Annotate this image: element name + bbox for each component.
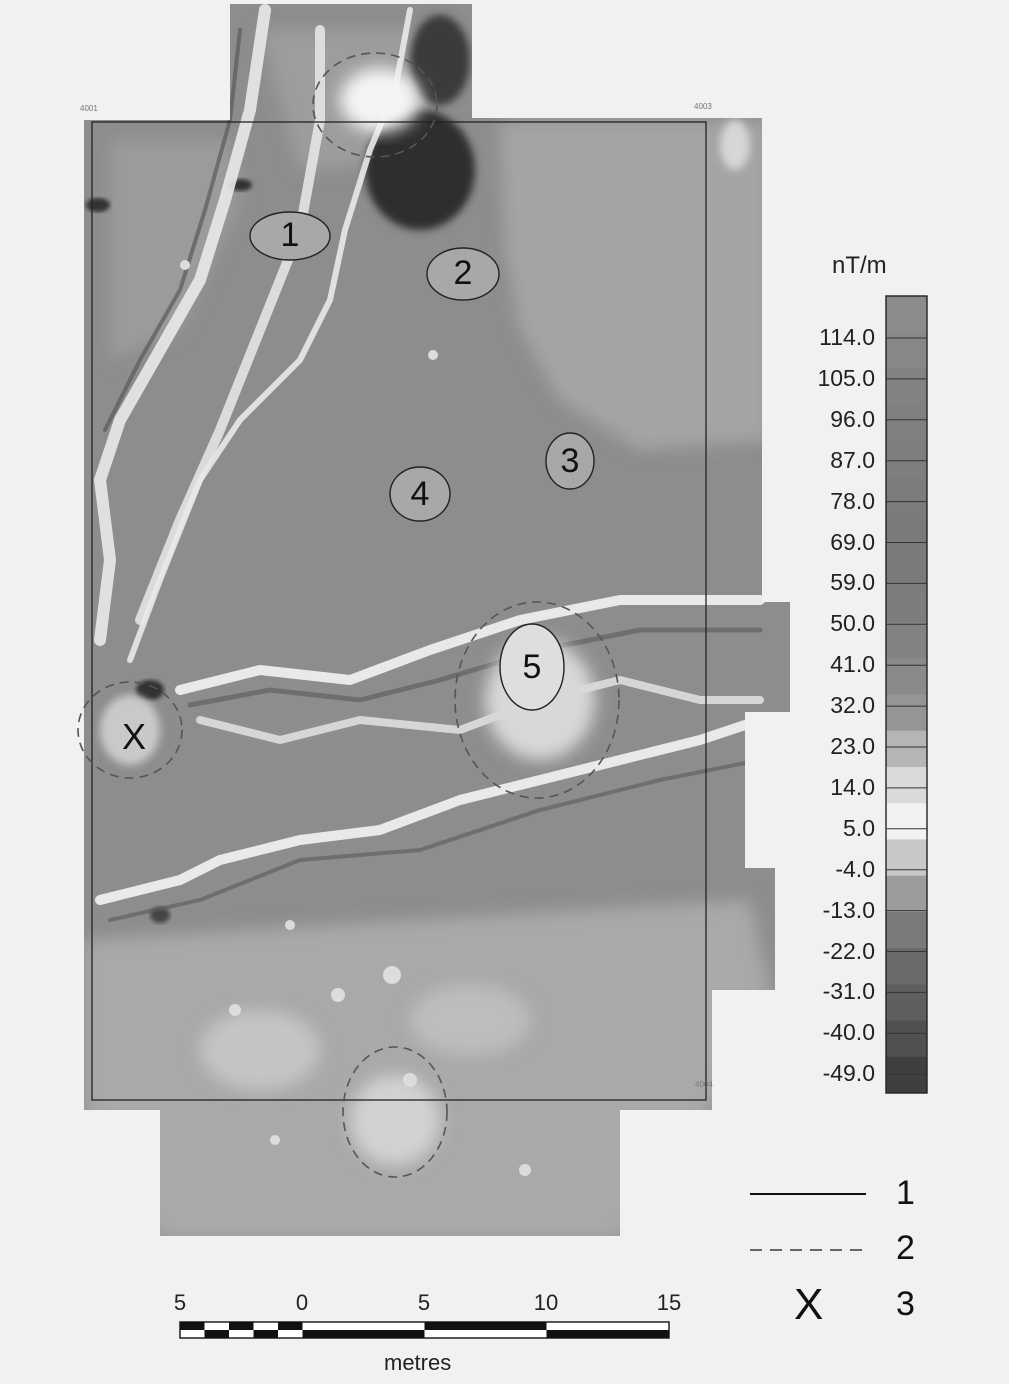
- colorbar-tick-label: 78.0: [830, 487, 875, 514]
- colorbar-band: [886, 440, 927, 478]
- marker-x: X: [121, 716, 146, 757]
- colorbar-band: [886, 296, 927, 333]
- colorbar-tick-label: -49.0: [822, 1060, 875, 1087]
- corner-tag: 4003: [694, 102, 712, 111]
- colorbar-tick-label: 14.0: [830, 773, 875, 800]
- anomaly-label-1: 1: [280, 216, 300, 254]
- colorbar-band: [886, 658, 927, 695]
- anomaly-label-5: 5: [522, 648, 542, 686]
- colorbar-tick-label: -13.0: [822, 896, 875, 923]
- colorbar-tick-label: 87.0: [830, 446, 875, 473]
- anomaly-label-3: 3: [560, 442, 580, 480]
- colorbar-tick-label: 96.0: [830, 405, 875, 432]
- colorbar-tick-label: -4.0: [835, 855, 875, 882]
- dashed-circles: [77, 52, 620, 1178]
- colorbar-band: [886, 839, 927, 877]
- colorbar-tick-label: 23.0: [830, 733, 875, 759]
- colorbar-band: [886, 730, 927, 768]
- scale-tick-label: 15: [656, 1290, 682, 1315]
- colorbar-band: [886, 549, 927, 587]
- scale-tick-label: 10: [533, 1290, 559, 1315]
- legend-x-symbol: X: [794, 1280, 824, 1329]
- colorbar-band: [886, 911, 927, 949]
- corner-tag: 4001: [80, 104, 98, 113]
- grid-outline: [91, 121, 707, 1101]
- colorbar-band: [886, 948, 927, 985]
- colorbar-band: [886, 984, 927, 1022]
- colorbar-band: [886, 1056, 927, 1094]
- colorbar-band: [886, 368, 927, 406]
- colorbar-tick-label: 69.0: [830, 528, 875, 555]
- colorbar-band: [886, 1020, 927, 1058]
- colorbar-band: [886, 766, 927, 804]
- anomaly-label-2: 2: [453, 254, 473, 292]
- anomaly-ellipses: [249, 211, 595, 711]
- scale-tick-label: 5: [417, 1290, 431, 1315]
- colorbar-tick-label: -40.0: [822, 1019, 875, 1046]
- colorbar-tick-label: 50.0: [830, 610, 875, 637]
- corner-tag: 4004: [695, 1080, 713, 1089]
- colorbar-tick-label: 59.0: [830, 569, 875, 596]
- scale-bar: [179, 1321, 670, 1339]
- colorbar-tick-label: 114.0: [819, 324, 875, 350]
- scale-tick-label: 0: [295, 1290, 309, 1315]
- colorbar-band: [886, 477, 927, 514]
- colorbar-tick-label: -31.0: [822, 978, 875, 1005]
- colorbar-tick-label: -22.0: [822, 937, 875, 964]
- colorbar-band: [886, 622, 927, 659]
- colorbar-band: [886, 585, 927, 623]
- colorbar-tick-label: 41.0: [830, 651, 875, 678]
- legend-label-2: 2: [896, 1229, 915, 1267]
- colorbar-band: [886, 513, 927, 551]
- legend-label-3: 3: [896, 1285, 915, 1323]
- colorbar-border: [885, 295, 928, 1094]
- colorbar-band: [886, 803, 927, 840]
- colorbar: [885, 295, 928, 1094]
- scale-tick-label: 5: [173, 1290, 187, 1315]
- colorbar-tick-label: 5.0: [843, 814, 875, 841]
- legend-label-1: 1: [896, 1174, 915, 1212]
- colorbar-band: [886, 404, 927, 442]
- colorbar-unit: nT/m: [832, 252, 887, 279]
- colorbar-tick-label: 105.0: [817, 364, 875, 391]
- anomaly-label-4: 4: [410, 475, 430, 513]
- colorbar-band: [886, 875, 927, 913]
- scale-unit: metres: [384, 1350, 452, 1375]
- colorbar-tick-label: 32.0: [830, 692, 875, 719]
- colorbar-band: [886, 694, 927, 732]
